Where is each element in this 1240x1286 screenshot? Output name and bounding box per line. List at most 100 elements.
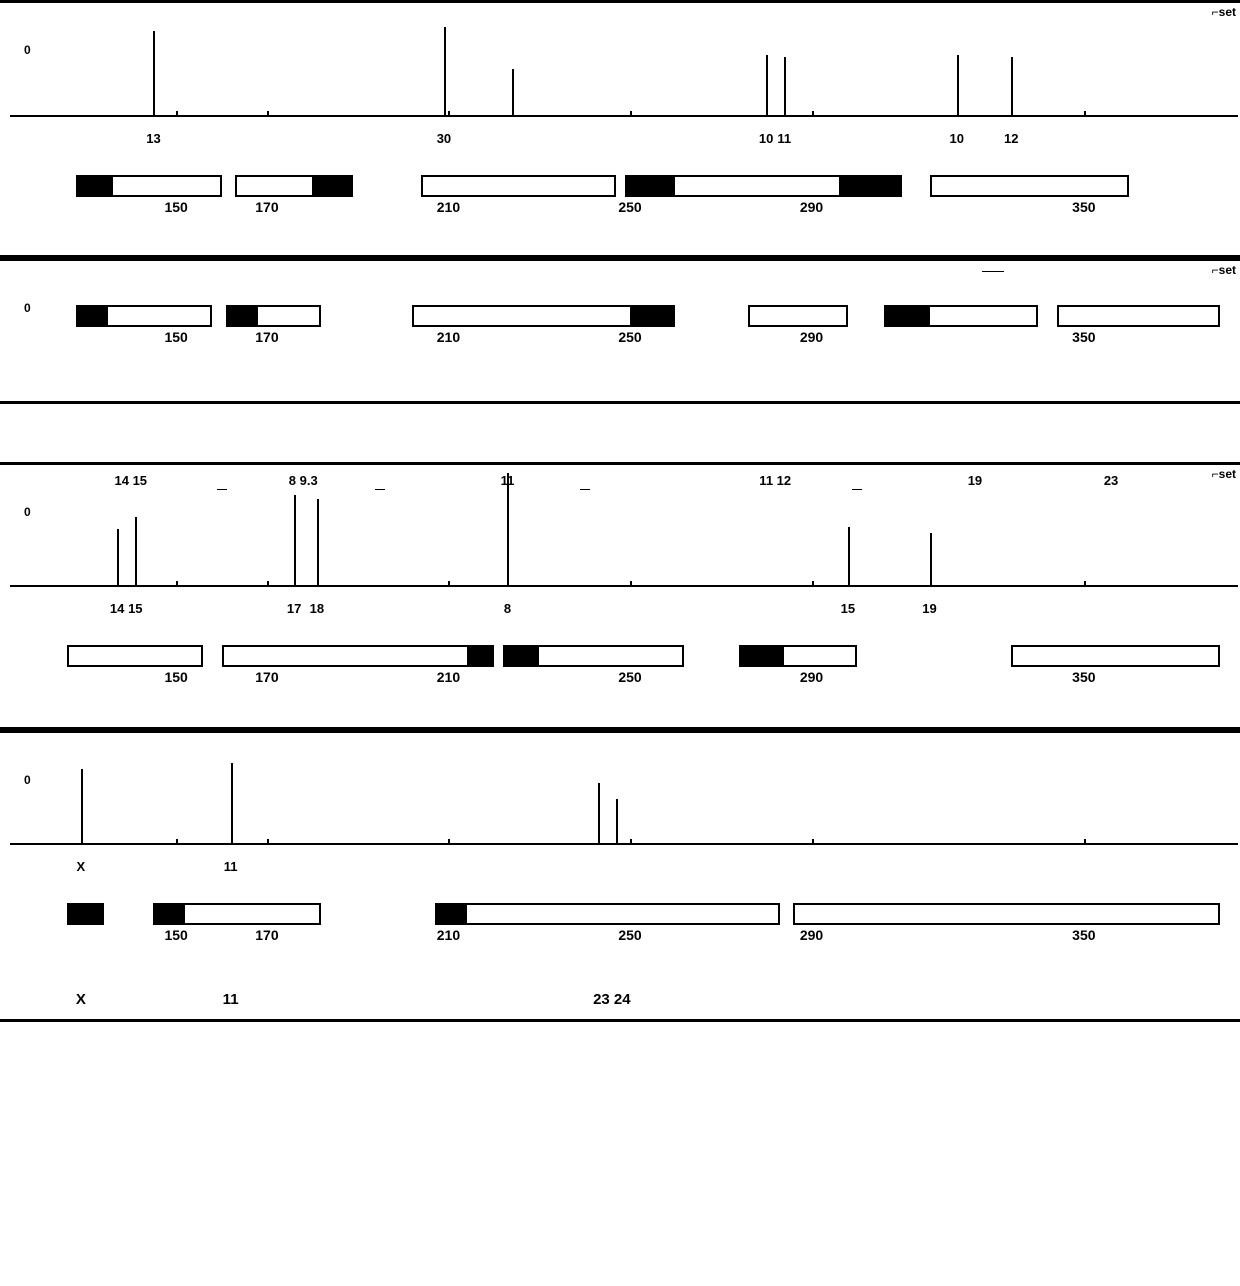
baseline-tick <box>630 581 632 587</box>
trace-baseline <box>10 585 1238 587</box>
bin-box <box>67 645 203 667</box>
bottom-axis-label: 11 <box>223 991 239 1008</box>
peak-line <box>317 499 319 585</box>
baseline-tick <box>812 111 814 117</box>
bp-tick-label: 250 <box>618 199 641 215</box>
electropherogram-page: 0⌐set1330101110121501702102502903500⌐set… <box>0 0 1240 1286</box>
peak-line <box>117 529 119 585</box>
peak-line <box>512 69 514 115</box>
baseline-tick <box>1084 111 1086 117</box>
bin-box <box>748 305 848 327</box>
bin-box <box>503 645 685 667</box>
peak-line <box>507 473 509 585</box>
bin-box <box>153 903 321 925</box>
peak-label: 30 <box>437 131 451 146</box>
bp-tick-label: 250 <box>618 669 641 685</box>
bin-fill <box>839 177 903 195</box>
bp-tick-label: 290 <box>800 329 823 345</box>
bp-tick-label: 290 <box>800 927 823 943</box>
zero-marker: 0 <box>24 773 31 787</box>
baseline-tick <box>1084 581 1086 587</box>
peak-label: 14 <box>110 601 124 616</box>
bp-tick-label: 170 <box>255 669 278 685</box>
bin-fill <box>503 647 539 665</box>
peak-label: 17 <box>287 601 301 616</box>
peak-label: 18 <box>310 601 324 616</box>
bin-fill <box>67 905 103 923</box>
baseline-tick <box>812 581 814 587</box>
baseline-tick <box>176 111 178 117</box>
bin-box <box>421 175 616 197</box>
peak-label: 19 <box>922 601 936 616</box>
baseline-tick <box>267 581 269 587</box>
panel-d: 0X11150170210250290350X1123 24 <box>0 730 1240 1022</box>
set-marker: ⌐set <box>1212 467 1236 481</box>
bp-tick-label: 350 <box>1072 199 1095 215</box>
bin-box <box>235 175 353 197</box>
peak-line <box>598 783 600 843</box>
baseline-tick <box>630 839 632 845</box>
peak-line <box>444 27 446 115</box>
bp-tick-label: 210 <box>437 199 460 215</box>
peak-label: 10 <box>759 131 773 146</box>
peak-label: 8 <box>504 601 511 616</box>
baseline-tick <box>267 111 269 117</box>
bp-tick-label: 150 <box>164 329 187 345</box>
bin-box <box>1011 645 1220 667</box>
peak-line <box>848 527 850 585</box>
allele-axis-label: 19 <box>968 473 982 488</box>
baseline-tick <box>448 111 450 117</box>
bp-tick-label: 170 <box>255 199 278 215</box>
peak-label: 15 <box>841 601 855 616</box>
bp-tick-label: 350 <box>1072 669 1095 685</box>
peak-line <box>784 57 786 115</box>
panel-b: 0⌐set150170210250290350 <box>0 258 1240 404</box>
baseline-tick <box>448 581 450 587</box>
bin-fill <box>153 905 185 923</box>
bin-box <box>793 903 1220 925</box>
peak-line <box>930 533 932 585</box>
peak-line <box>1011 57 1013 115</box>
bin-fill <box>226 307 258 325</box>
baseline-tick <box>1084 839 1086 845</box>
bin-box <box>625 175 902 197</box>
bin-box <box>930 175 1130 197</box>
zero-marker: 0 <box>24 43 31 57</box>
bin-box <box>67 903 103 925</box>
trace-baseline <box>10 115 1238 117</box>
bp-tick-label: 350 <box>1072 329 1095 345</box>
bp-tick-label: 210 <box>437 329 460 345</box>
bin-fill <box>76 307 108 325</box>
peak-line <box>153 31 155 115</box>
baseline-tick <box>630 111 632 117</box>
allele-axis-label: 11 12 <box>759 473 791 488</box>
baseline-tick <box>812 839 814 845</box>
peak-line <box>135 517 137 585</box>
axis-dash <box>375 489 385 490</box>
bp-tick-label: 170 <box>255 329 278 345</box>
trace-mark <box>982 271 1004 272</box>
zero-marker: 0 <box>24 505 31 519</box>
bin-fill <box>435 905 467 923</box>
axis-dash <box>580 489 590 490</box>
bp-tick-label: 350 <box>1072 927 1095 943</box>
bp-tick-label: 210 <box>437 669 460 685</box>
baseline-tick <box>176 839 178 845</box>
zero-marker: 0 <box>24 301 31 315</box>
trace-baseline <box>10 843 1238 845</box>
peak-line <box>231 763 233 843</box>
bp-tick-label: 150 <box>164 199 187 215</box>
bp-tick-label: 290 <box>800 199 823 215</box>
bin-fill <box>467 647 494 665</box>
bin-box <box>884 305 1038 327</box>
bin-fill <box>625 177 675 195</box>
bin-fill <box>76 177 112 195</box>
peak-label: 13 <box>146 131 160 146</box>
allele-axis-label: 14 15 <box>114 473 147 488</box>
bin-box <box>1057 305 1220 327</box>
baseline-tick <box>448 839 450 845</box>
bin-box <box>412 305 675 327</box>
bp-tick-label: 150 <box>164 669 187 685</box>
peak-line <box>294 495 296 585</box>
bin-fill <box>312 177 353 195</box>
